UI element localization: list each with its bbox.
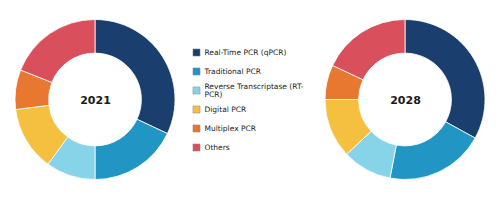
svg-text:2028: 2028 xyxy=(390,94,421,107)
svg-text:Traditional PCR: Traditional PCR xyxy=(204,67,261,76)
svg-text:Digital PCR: Digital PCR xyxy=(205,105,247,114)
svg-text:Multiplex PCR: Multiplex PCR xyxy=(205,124,256,133)
svg-text:Reverse Transcriptase (RT-PCR): Reverse Transcriptase (RT-PCR) xyxy=(205,82,304,99)
svg-text:Real-Time PCR (qPCR): Real-Time PCR (qPCR) xyxy=(205,48,287,57)
svg-text:2021: 2021 xyxy=(80,94,111,107)
svg-text:Others: Others xyxy=(205,143,230,152)
